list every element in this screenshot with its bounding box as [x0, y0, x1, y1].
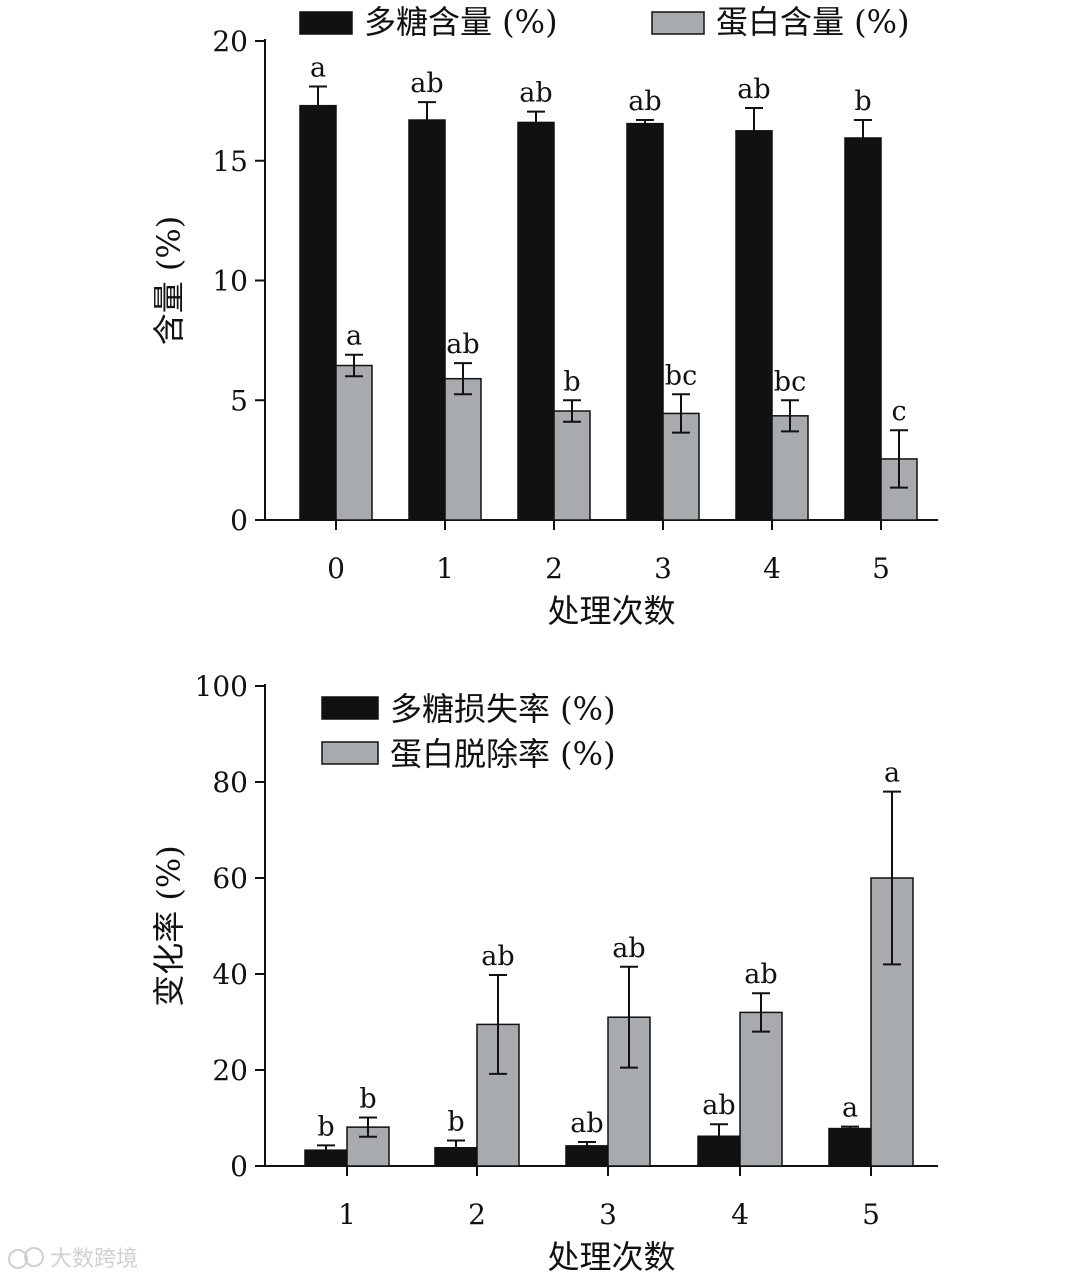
y-tick-label: 5	[230, 384, 248, 417]
significance-label: a	[310, 53, 326, 84]
bar	[626, 122, 664, 521]
x-tick-label: 4	[763, 552, 781, 585]
legend-swatch	[321, 696, 379, 720]
y-tick-label: 20	[212, 1054, 248, 1087]
x-tick-label: 5	[862, 1198, 880, 1231]
bar	[517, 121, 555, 521]
x-tick-label: 3	[654, 552, 672, 585]
watermark: 大数跨境	[8, 1247, 138, 1272]
significance-label: ab	[481, 941, 514, 972]
y-tick-label: 60	[212, 862, 248, 895]
significance-label: ab	[737, 74, 770, 105]
significance-label: ab	[702, 1090, 735, 1121]
significance-label: ab	[744, 959, 777, 990]
y-tick-label: 20	[212, 25, 248, 58]
bar	[408, 119, 446, 521]
x-tick-label: 0	[327, 552, 345, 585]
legend-swatch	[299, 11, 353, 35]
significance-label: ab	[519, 78, 552, 109]
significance-label: ab	[446, 329, 479, 360]
y-tick-label: 0	[230, 504, 248, 537]
significance-label: a	[884, 758, 900, 789]
y-axis-title: 含量 (%)	[150, 216, 188, 346]
bar	[828, 1127, 872, 1167]
x-tick-label: 3	[599, 1198, 617, 1231]
significance-label: ab	[570, 1108, 603, 1139]
legend-label: 多糖损失率 (%)	[390, 690, 616, 728]
x-axis-title: 处理次数	[547, 592, 675, 630]
significance-label: ab	[628, 86, 661, 117]
legend-label: 多糖含量 (%)	[364, 3, 558, 41]
x-tick-label: 2	[545, 552, 563, 585]
significance-label: b	[854, 86, 871, 117]
legend-swatch	[321, 741, 379, 765]
significance-label: b	[317, 1111, 334, 1142]
significance-label: b	[447, 1107, 464, 1138]
y-tick-label: 0	[230, 1150, 248, 1183]
significance-label: c	[891, 396, 906, 427]
significance-label: bc	[665, 360, 697, 391]
significance-label: ab	[410, 68, 443, 99]
significance-label: bc	[774, 366, 806, 397]
legend-label: 蛋白含量 (%)	[716, 3, 910, 41]
chat-bubble-icon	[8, 1247, 44, 1269]
y-tick-label: 15	[212, 145, 248, 178]
legend-label: 蛋白脱除率 (%)	[390, 735, 616, 773]
bar	[553, 410, 591, 521]
bar	[299, 104, 337, 521]
y-axis-title: 变化率 (%)	[150, 845, 188, 1007]
bar	[735, 130, 773, 521]
y-tick-label: 40	[212, 958, 248, 991]
x-tick-label: 1	[436, 552, 454, 585]
x-tick-label: 5	[872, 552, 890, 585]
y-tick-label: 100	[195, 670, 248, 703]
bar	[844, 137, 882, 521]
x-tick-label: 4	[731, 1198, 749, 1231]
significance-label: a	[842, 1093, 858, 1124]
watermark-text: 大数跨境	[50, 1247, 138, 1272]
significance-label: a	[346, 321, 362, 352]
chart-top: 0 5 10 15 20 0 1 2 3 4 5 处理次数 含量 (%) a ab ab ab ab b a ab b bc…	[150, 3, 938, 630]
significance-label: b	[359, 1084, 376, 1115]
x-tick-label: 1	[338, 1198, 356, 1231]
bar	[444, 377, 482, 521]
bar	[335, 364, 373, 521]
x-axis-title: 处理次数	[547, 1238, 675, 1276]
bar	[739, 1011, 783, 1167]
x-tick-label: 2	[468, 1198, 486, 1231]
significance-label: ab	[612, 933, 645, 964]
y-tick-label: 10	[212, 265, 248, 298]
legend-swatch	[651, 11, 705, 35]
y-tick-label: 80	[212, 766, 248, 799]
significance-label: b	[563, 366, 580, 397]
